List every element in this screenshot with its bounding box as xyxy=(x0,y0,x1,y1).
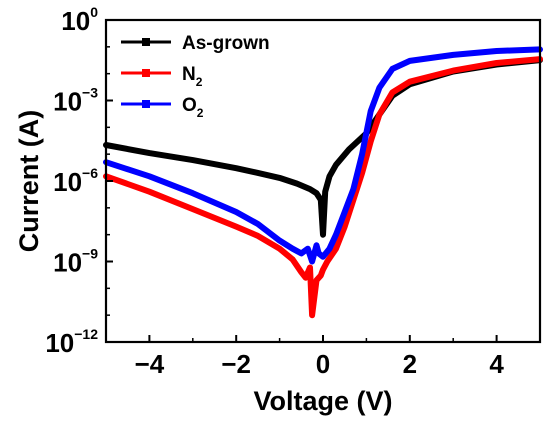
y-axis-title: Current (A) xyxy=(14,110,44,253)
series-0-point xyxy=(255,170,260,175)
y-tick-label: 10−12 xyxy=(45,326,98,358)
series-0-point xyxy=(318,197,323,202)
series-2-point xyxy=(390,66,395,71)
series-0-point xyxy=(277,175,282,180)
series-1-point xyxy=(325,259,330,264)
series-1-point xyxy=(368,139,373,144)
series-line-0 xyxy=(103,57,543,238)
series-1-point xyxy=(310,313,315,318)
series-0-point xyxy=(334,162,338,167)
series-2-point xyxy=(310,259,315,264)
y-tick-label: 10−6 xyxy=(53,165,98,197)
series-2-point xyxy=(327,246,332,251)
x-tick-label: −2 xyxy=(221,349,251,379)
series-1-point xyxy=(303,275,308,280)
series-2-point xyxy=(255,222,260,226)
series-2-point xyxy=(277,238,282,243)
series-1-point xyxy=(314,278,319,283)
series-1-point xyxy=(299,270,304,275)
series-2-point xyxy=(351,187,356,192)
series-2-point xyxy=(451,52,456,57)
y-tick-label: 10−9 xyxy=(53,246,98,278)
series-0-point xyxy=(295,181,299,186)
series-1-point xyxy=(377,112,382,117)
y-tick-label: 10−3 xyxy=(53,85,98,117)
series-2-point xyxy=(377,85,382,90)
legend-label-2: O2 xyxy=(182,95,204,120)
series-2-point xyxy=(147,174,152,179)
series-2-point xyxy=(360,152,365,157)
series-0-point xyxy=(147,151,152,156)
x-tick-label: 0 xyxy=(316,349,330,379)
y-tick-label: 100 xyxy=(61,4,98,36)
series-1-point xyxy=(390,90,395,95)
series-1-point xyxy=(308,265,312,270)
series-1-point xyxy=(277,246,282,251)
series-2-point xyxy=(407,58,412,63)
series-2-point xyxy=(316,251,321,256)
series-1-point xyxy=(190,207,195,212)
x-tick-label: −4 xyxy=(135,349,165,379)
series-2-point xyxy=(234,210,239,214)
series-0-point xyxy=(234,166,239,171)
series-2-point xyxy=(321,254,325,259)
series-0-point xyxy=(314,191,319,196)
series-1-point xyxy=(321,267,325,272)
legend-marker-0 xyxy=(142,38,150,46)
series-1-point xyxy=(342,224,347,229)
series-2-point xyxy=(299,251,304,256)
series-1-point xyxy=(494,61,499,65)
series-0-point xyxy=(347,147,351,152)
series-1-point xyxy=(234,224,239,229)
series-0-point xyxy=(321,232,325,237)
series-0-point xyxy=(190,158,195,163)
series-0-point xyxy=(308,187,312,192)
series-2-point xyxy=(334,232,338,237)
series-2-point xyxy=(190,191,195,196)
x-axis-title: Voltage (V) xyxy=(253,386,392,416)
series-1-point xyxy=(147,189,152,194)
series-1-point xyxy=(255,233,260,238)
series-1-point xyxy=(290,257,295,262)
series-1-point xyxy=(360,170,365,175)
legend: As-grown N2 O2 xyxy=(121,33,270,120)
series-line-1 xyxy=(103,56,543,319)
series-0-point xyxy=(327,174,332,179)
series-2-point xyxy=(368,109,373,114)
legend-label-0: As-grown xyxy=(182,33,270,54)
series-2-point xyxy=(494,49,499,53)
series-1-point xyxy=(334,246,338,251)
series-2-point xyxy=(290,246,295,251)
ticks-layer: −4 −2 0 2 4 100 10−3 10−6 10−9 10−12 xyxy=(45,4,541,379)
series-2-point xyxy=(305,246,310,251)
legend-marker-2 xyxy=(142,100,150,108)
series-1-point xyxy=(318,273,323,278)
x-tick-label: 2 xyxy=(403,349,417,379)
legend-marker-1 xyxy=(142,69,150,77)
series-1-point xyxy=(451,68,456,73)
x-tick-label: 4 xyxy=(489,349,504,379)
series-0-point xyxy=(323,189,328,194)
legend-label-1: N2 xyxy=(182,64,203,89)
series-2-point xyxy=(342,210,347,214)
series-layer xyxy=(103,46,543,319)
series-1-point xyxy=(407,79,412,84)
series-2-point xyxy=(314,243,319,248)
